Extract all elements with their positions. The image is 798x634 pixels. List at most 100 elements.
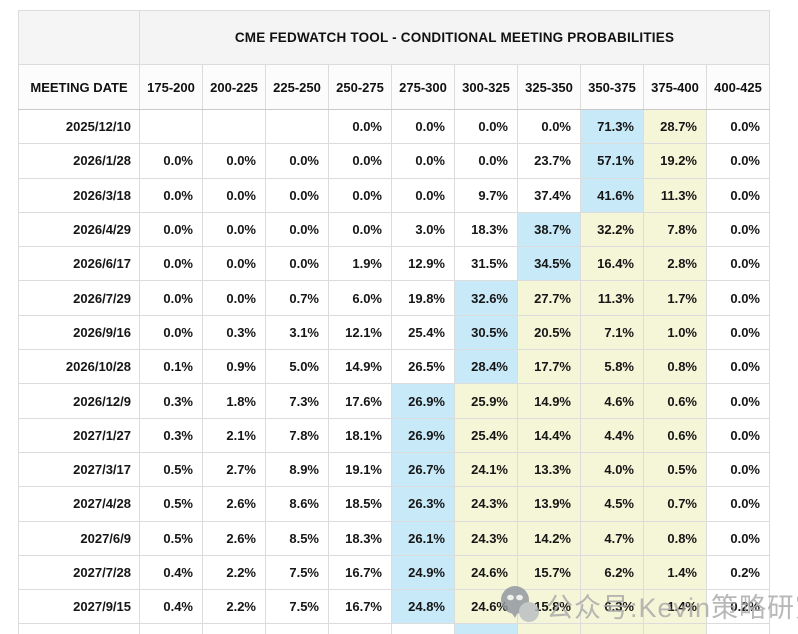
probability-cell: 0.0% <box>265 246 329 282</box>
probability-cell: 41.6% <box>580 177 644 213</box>
probability-cell: 24.3% <box>454 486 518 522</box>
table-row: 2026/12/9 0.3% 1.8% 7.3% 17.6% 26.9% 25.9% 14.9… <box>18 383 770 419</box>
meeting-date-cell: 2026/12/9 <box>18 383 140 419</box>
probability-cell <box>202 108 266 145</box>
table-row: 2027/7/28 0.4% 2.2% 7.5% 16.7% 24.9% 24.6% 15.7… <box>18 554 770 591</box>
probability-cell: 18.5% <box>328 486 392 522</box>
probability-cell: 0.3% <box>202 314 266 351</box>
probability-cell: 18.3% <box>328 520 392 556</box>
probability-cell: 0.0% <box>139 177 203 213</box>
probability-cell: 8.6% <box>265 486 329 522</box>
probability-cell: 7.0% <box>265 623 329 634</box>
probability-cell: 26.5% <box>391 349 455 385</box>
probability-cell: 30.5% <box>454 314 518 351</box>
probability-cell: 2.1% <box>202 623 266 634</box>
probability-cell: 8.5% <box>265 520 329 556</box>
probability-cell: 19.2% <box>643 143 707 179</box>
probability-cell: 5.8% <box>580 349 644 385</box>
rate-range-header: 350-375 <box>580 64 644 110</box>
probability-cell: 24.1% <box>454 451 518 488</box>
table-row: 2027/4/28 0.5% 2.6% 8.6% 18.5% 26.3% 24.3% 13.9… <box>18 486 770 522</box>
probability-cell: 24.3% <box>454 520 518 556</box>
probability-cell: 0.5% <box>139 520 203 556</box>
table-row: 2026/7/29 0.0% 0.0% 0.7% 6.0% 19.8% 32.6% 27.7%… <box>18 280 770 316</box>
meeting-date-header: MEETING DATE <box>18 64 140 110</box>
probability-cell: 0.0% <box>391 108 455 145</box>
probability-cell: 0.0% <box>328 177 392 213</box>
probability-cell: 24.9% <box>391 554 455 591</box>
probability-cell: 0.7% <box>265 280 329 316</box>
probability-cell: 0.0% <box>454 143 518 179</box>
probability-cell: 0.9% <box>202 349 266 385</box>
probability-cell: 16.6% <box>517 623 581 634</box>
probability-cell: 13.9% <box>517 486 581 522</box>
table-row: 2027/6/9 0.5% 2.6% 8.5% 18.3% 26.1% 24.3% 14.2%… <box>18 520 770 556</box>
probability-cell: 26.9% <box>391 383 455 419</box>
probability-cell: 37.4% <box>517 177 581 213</box>
probability-cell: 15.8% <box>517 589 581 625</box>
probability-cell: 1.9% <box>328 246 392 282</box>
probability-cell: 11.3% <box>643 177 707 213</box>
probability-cell: 5.0% <box>265 349 329 385</box>
probability-cell: 1.0% <box>643 314 707 351</box>
rate-range-header: 300-325 <box>454 64 518 110</box>
probability-cell: 0.0% <box>202 246 266 282</box>
probability-cell: 0.0% <box>706 417 770 453</box>
probability-cell: 0.5% <box>139 486 203 522</box>
table-row: 2026/10/28 0.1% 0.9% 5.0% 14.9% 26.5% 28.4% 17.… <box>18 349 770 385</box>
probability-cell: 0.0% <box>706 143 770 179</box>
probability-cell: 2.6% <box>202 520 266 556</box>
table-row: 2027/9/15 0.4% 2.2% 7.5% 16.7% 24.8% 24.6% 15.8… <box>18 589 770 625</box>
probability-cell: 7.5% <box>265 589 329 625</box>
probability-cell: 0.0% <box>139 246 203 282</box>
rate-range-header: 200-225 <box>202 64 266 110</box>
fedwatch-probability-table: CME FEDWATCH TOOL - CONDITIONAL MEETING … <box>18 10 770 634</box>
probability-cell: 24.6% <box>454 554 518 591</box>
meeting-date-cell: 2027/3/17 <box>18 451 140 488</box>
probability-cell <box>139 108 203 145</box>
probability-cell: 0.1% <box>139 349 203 385</box>
rate-range-header: 375-400 <box>643 64 707 110</box>
probability-cell: 0.5% <box>643 451 707 488</box>
probability-cell: 26.9% <box>391 417 455 453</box>
meeting-date-cell: 2027/10/27 <box>18 623 140 634</box>
probability-cell: 0.0% <box>706 280 770 316</box>
probability-cell: 25.9% <box>454 383 518 419</box>
probability-cell: 31.5% <box>454 246 518 282</box>
table-row: 2026/4/29 0.0% 0.0% 0.0% 0.0% 3.0% 18.3% 38.7% 3… <box>18 211 770 248</box>
probability-cell: 0.6% <box>643 383 707 419</box>
probability-cell: 0.0% <box>139 280 203 316</box>
rate-range-header: 225-250 <box>265 64 329 110</box>
probability-cell: 0.0% <box>706 486 770 522</box>
probability-cell: 38.7% <box>517 211 581 248</box>
probability-cell: 3.1% <box>265 314 329 351</box>
probability-cell: 0.2% <box>706 589 770 625</box>
probability-cell: 0.0% <box>202 177 266 213</box>
probability-cell: 2.6% <box>202 486 266 522</box>
probability-cell: 4.7% <box>580 520 644 556</box>
probability-cell: 3.0% <box>391 211 455 248</box>
probability-cell: 0.0% <box>265 143 329 179</box>
probability-cell: 18.1% <box>328 417 392 453</box>
rate-range-header: 325-350 <box>517 64 581 110</box>
rate-range-header: 175-200 <box>139 64 203 110</box>
probability-cell: 0.3% <box>706 623 770 634</box>
table-row: 2027/10/270.4%2.1%7.0%15.8%24.1%24.6%16.… <box>18 623 770 634</box>
table-row: 2026/9/16 0.0% 0.3% 3.1% 12.1% 25.4% 30.5% 20.5… <box>18 314 770 351</box>
table-row: 2027/3/17 0.5% 2.7% 8.9% 19.1% 26.7% 24.1% 13.3… <box>18 451 770 488</box>
meeting-date-cell: 2026/1/28 <box>18 143 140 179</box>
probability-cell: 14.9% <box>328 349 392 385</box>
probability-cell: 0.0% <box>706 211 770 248</box>
probability-cell: 2.7% <box>202 451 266 488</box>
probability-cell: 17.7% <box>517 349 581 385</box>
probability-cell: 32.6% <box>454 280 518 316</box>
probability-cell: 0.0% <box>202 280 266 316</box>
probability-cell: 7.2% <box>580 623 644 634</box>
probability-cell: 6.3% <box>580 589 644 625</box>
probability-cell: 0.0% <box>706 177 770 213</box>
probability-cell: 0.0% <box>706 314 770 351</box>
table-row: 2026/3/18 0.0% 0.0% 0.0% 0.0% 0.0% 9.7% 37.4% 41… <box>18 177 770 213</box>
probability-cell: 0.3% <box>139 383 203 419</box>
probability-cell: 0.0% <box>139 211 203 248</box>
